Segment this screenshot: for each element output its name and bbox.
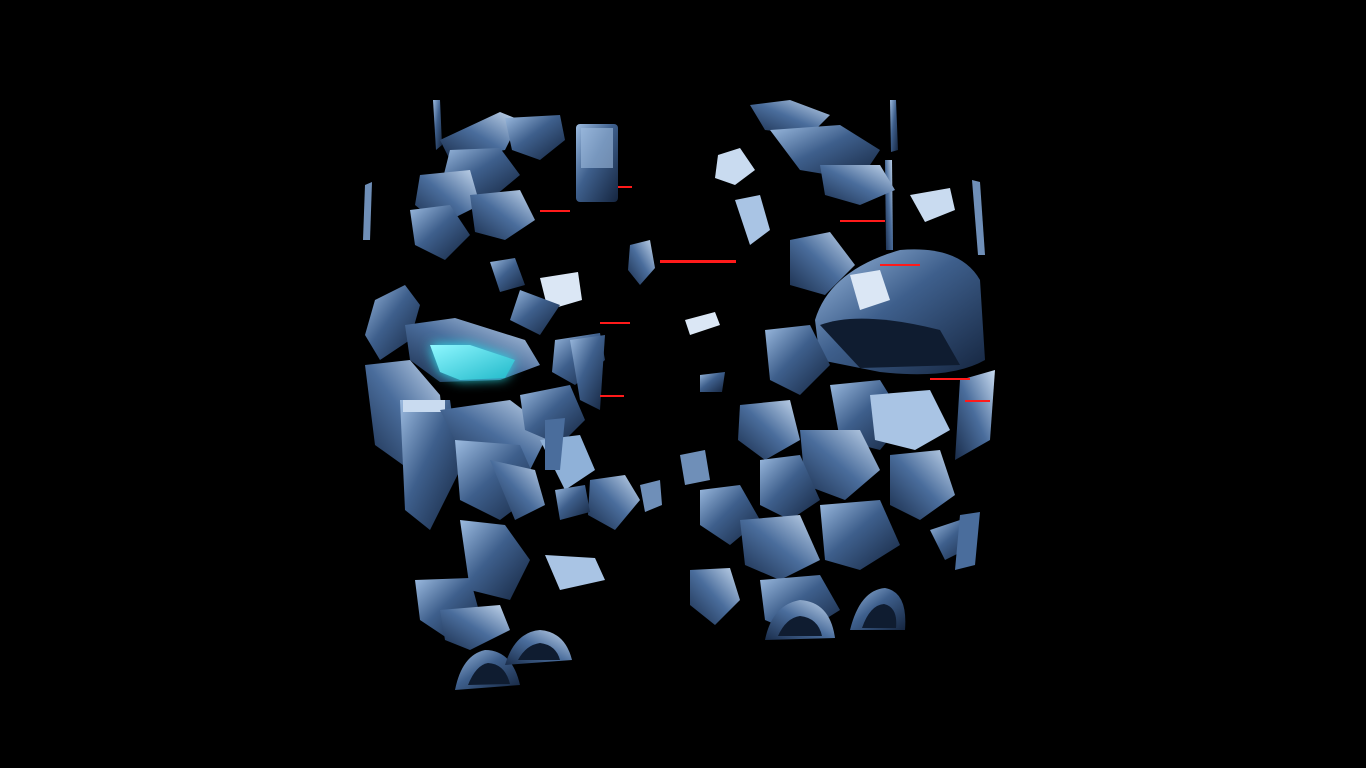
- left-fragment-cluster: [363, 100, 662, 690]
- right-fragment-cluster: [680, 100, 995, 640]
- glitch-artifacts: [540, 186, 990, 402]
- visor-glow-icon: [430, 345, 515, 380]
